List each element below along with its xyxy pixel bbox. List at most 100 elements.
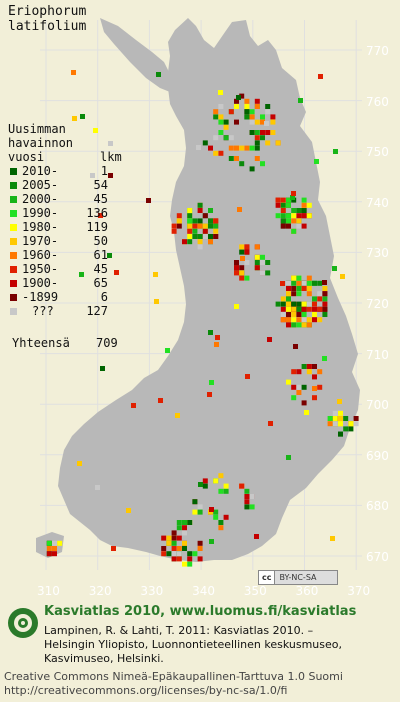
- legend-row: 2005- 54: [8, 178, 108, 192]
- species-name-genus: Eriophorum: [8, 4, 87, 19]
- observation-dot: [332, 421, 338, 427]
- observation-dot: [176, 551, 182, 557]
- y-tick-label: 710: [366, 347, 389, 362]
- citation-line-2: Helsingin Yliopisto, Luonnontieteellinen…: [44, 638, 342, 651]
- observation-dot: [296, 208, 302, 213]
- observation-dot: [265, 260, 271, 265]
- legend-row: 1900- 65: [8, 276, 108, 290]
- observation-dot: [245, 374, 250, 379]
- observation-dot: [176, 535, 182, 541]
- legend-count: 65: [93, 276, 108, 290]
- observation-dot: [213, 109, 219, 115]
- observation-dot: [153, 272, 158, 277]
- observation-dot: [296, 312, 302, 317]
- observation-dot: [332, 266, 337, 271]
- observation-dot: [207, 392, 212, 397]
- observation-dot: [192, 509, 198, 515]
- observation-dot: [239, 244, 245, 250]
- observation-dot: [175, 413, 180, 418]
- observation-dot: [306, 317, 312, 323]
- observation-dot: [131, 403, 136, 408]
- y-tick-label: 700: [366, 398, 389, 413]
- observation-dot: [218, 119, 224, 125]
- observation-dot: [291, 228, 297, 234]
- observation-dot: [338, 421, 343, 427]
- observation-dot: [291, 312, 297, 317]
- observation-dot: [234, 119, 239, 125]
- observation-dot: [301, 364, 307, 369]
- license-url-link[interactable]: http://creativecommons.org/licenses/by-n…: [4, 684, 288, 697]
- observation-dot: [286, 306, 291, 312]
- observation-dot: [213, 218, 219, 224]
- observation-dot: [239, 249, 245, 255]
- observation-dot: [301, 312, 307, 317]
- legend-count: 45: [93, 262, 108, 276]
- observation-dot: [267, 337, 272, 342]
- observation-dot: [254, 265, 260, 271]
- observation-dot: [187, 520, 193, 525]
- observation-dot: [208, 218, 213, 224]
- observation-dot: [93, 128, 98, 133]
- observation-dot: [317, 296, 323, 302]
- observation-dot: [237, 207, 242, 212]
- observation-dot: [244, 488, 250, 494]
- observation-dot: [254, 145, 260, 151]
- license-text: Creative Commons Nimeä-Epäkaupallinen-Ta…: [4, 670, 343, 683]
- observation-dot: [98, 213, 103, 218]
- observation-dot: [187, 234, 193, 239]
- observation-dot: [192, 223, 198, 229]
- species-name-epithet: latifolium: [8, 19, 87, 34]
- cc-license-badge[interactable]: cc BY-NC-SA: [258, 570, 338, 585]
- observation-dot: [171, 223, 177, 229]
- total-count: 709: [96, 336, 118, 350]
- observation-dot: [171, 551, 177, 557]
- observation-dot: [317, 280, 323, 286]
- observation-dot: [197, 223, 203, 229]
- observation-dot: [306, 301, 312, 307]
- x-tick-label: 370: [347, 584, 371, 598]
- observation-dot: [182, 530, 187, 536]
- legend-row: 1980- 119: [8, 220, 108, 234]
- observation-dot: [234, 270, 239, 276]
- legend-label: 2005-: [22, 178, 59, 192]
- observation-dot: [209, 507, 214, 512]
- observation-dot: [286, 317, 291, 323]
- footer: Kasviatlas 2010, www.luomus.fi/kasviatla…: [0, 600, 400, 702]
- legend-count: 6: [100, 290, 108, 304]
- observation-dot: [343, 416, 349, 421]
- observation-dot: [306, 286, 312, 291]
- observation-dot: [187, 208, 193, 213]
- observation-dot: [79, 272, 84, 277]
- observation-dot: [192, 499, 198, 505]
- legend-swatch: [10, 238, 17, 245]
- observation-dot: [291, 286, 297, 291]
- observation-dot: [171, 546, 177, 551]
- y-tick-label: 760: [366, 94, 389, 109]
- observation-dot: [254, 156, 260, 161]
- observation-dot: [213, 223, 219, 229]
- finland-land-shape: [58, 18, 360, 562]
- observation-dot: [286, 280, 291, 286]
- observation-dot: [254, 260, 260, 265]
- observation-dot: [249, 145, 255, 151]
- observation-dot: [254, 254, 260, 260]
- atlas-title-link[interactable]: Kasviatlas 2010, www.luomus.fi/kasviatla…: [44, 604, 357, 619]
- legend-count: 136: [86, 206, 108, 220]
- observation-dot: [52, 540, 57, 546]
- observation-dot: [202, 213, 208, 219]
- observation-dot: [244, 494, 250, 499]
- observation-dot: [228, 135, 234, 141]
- observation-dot: [296, 390, 302, 395]
- observation-dot: [80, 114, 85, 119]
- observation-dot: [202, 234, 208, 239]
- observation-dot: [322, 280, 327, 285]
- observation-dot: [176, 525, 182, 531]
- observation-dot: [291, 280, 297, 286]
- legend-row: 1950- 45: [8, 262, 108, 276]
- observation-dot: [322, 286, 328, 291]
- observation-dot: [111, 546, 116, 551]
- observation-dot: [338, 431, 343, 437]
- observation-dot: [208, 330, 213, 335]
- finland-map-svg: [36, 18, 362, 570]
- observation-dot: [280, 213, 286, 219]
